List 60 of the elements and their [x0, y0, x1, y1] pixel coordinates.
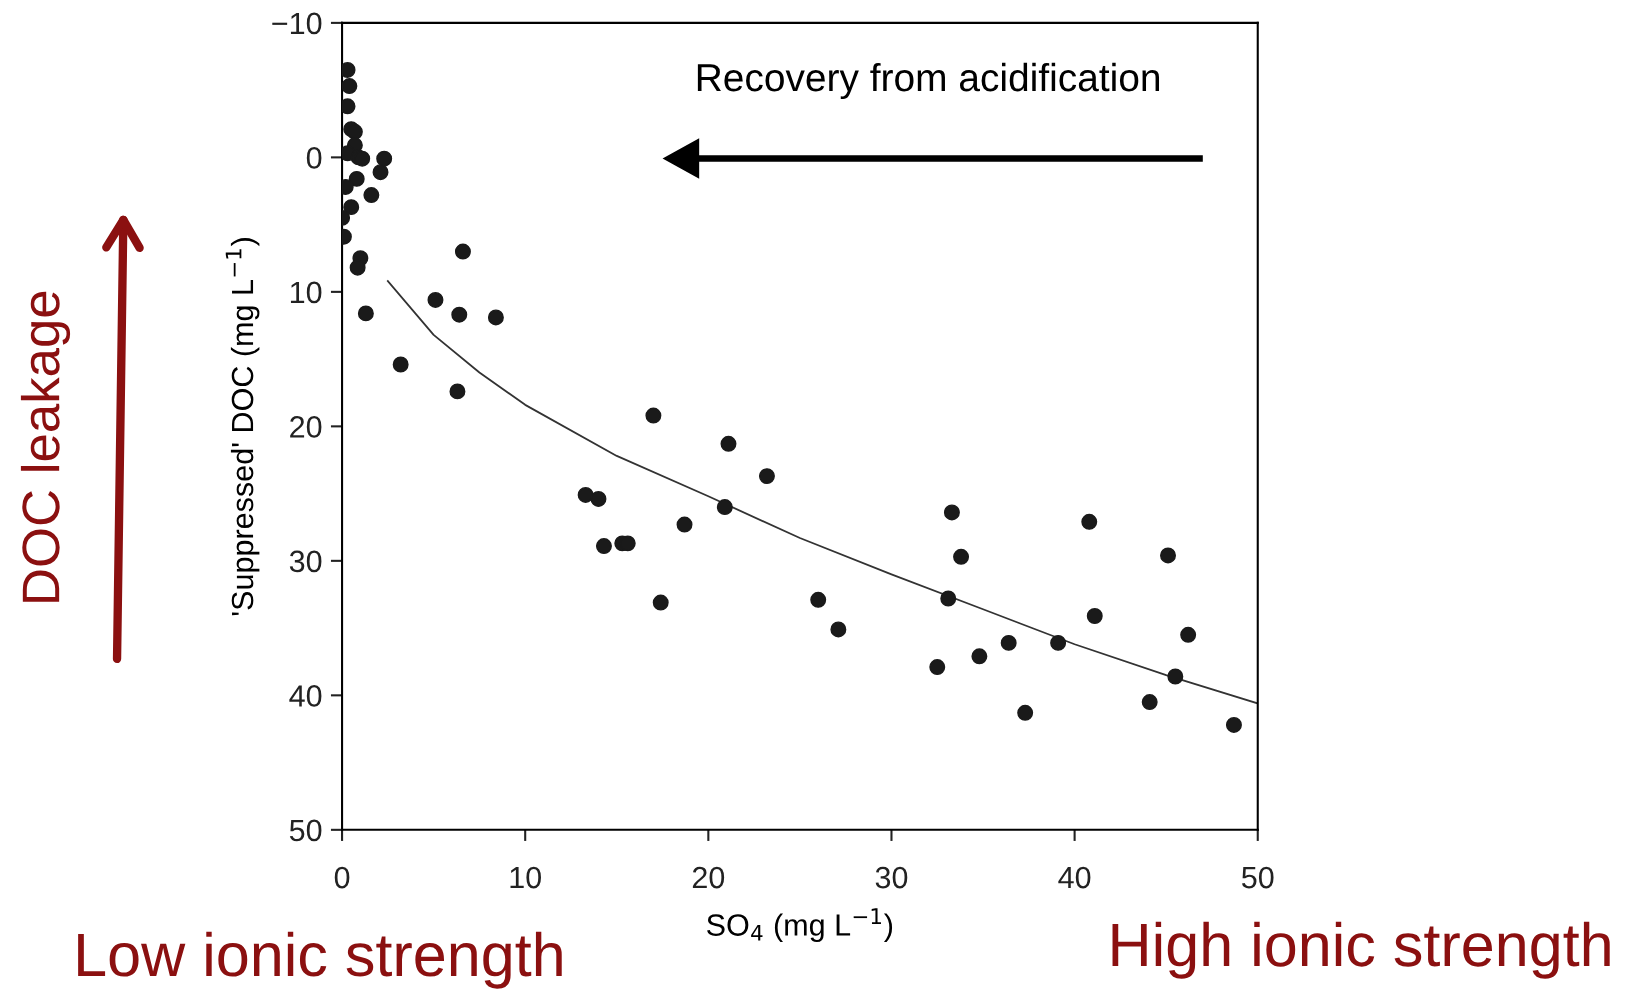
point: [1141, 694, 1158, 711]
x-tick-label: 20: [692, 866, 725, 889]
point: [357, 305, 374, 322]
point: [595, 538, 612, 555]
y-tick-label: 0: [306, 147, 322, 169]
point: [953, 548, 970, 565]
point: [1160, 547, 1176, 564]
point: [810, 591, 827, 608]
point: [376, 150, 393, 167]
text: Low ionic strength: [78, 931, 562, 989]
x-tick-label: 40: [1058, 866, 1091, 889]
point: [652, 594, 669, 611]
line-series: [386, 280, 1258, 705]
point: [348, 170, 365, 187]
y-axis-title: 'Suppressed' DOC (mg L$^{−1}$): [225, 238, 260, 616]
point: [720, 435, 737, 452]
point: [1180, 626, 1197, 643]
point: [449, 383, 466, 400]
point: [645, 407, 662, 424]
point: [1225, 716, 1242, 733]
point: [1000, 634, 1017, 651]
text: DOC leakage: [20, 291, 71, 602]
y-tick-label: 10: [290, 281, 322, 304]
point: [971, 648, 988, 665]
y-tick-label: 20: [290, 416, 322, 438]
x-tick-label: 10: [510, 866, 541, 889]
x-tick-label: 50: [1241, 866, 1274, 889]
point: [363, 187, 380, 204]
point: [577, 486, 594, 503]
point: [943, 504, 960, 521]
point: [929, 659, 946, 676]
point: [1081, 513, 1098, 530]
x-tick-label: 30: [875, 866, 908, 889]
x-axis-title: SO$_{4}$ (mg L$^{−1}$): [707, 908, 893, 942]
y-tick-label: −10: [272, 12, 322, 35]
annotation: Recovery from acidification: [697, 62, 1160, 100]
text: High ionic strength: [1112, 921, 1610, 979]
point: [427, 291, 444, 308]
point: [342, 78, 358, 95]
x-tick-label: 0: [334, 866, 350, 889]
point: [1050, 634, 1067, 651]
y-tick-label: 30: [289, 550, 322, 573]
point: [392, 356, 409, 373]
point: [1167, 668, 1184, 685]
point: [343, 199, 360, 216]
point: [716, 499, 733, 516]
point: [590, 491, 607, 507]
point: [372, 164, 389, 181]
point: [1086, 608, 1103, 624]
point: [1017, 704, 1034, 721]
y-tick-label: 40: [289, 685, 322, 707]
point: [940, 590, 957, 607]
point: [451, 306, 468, 323]
point: [454, 243, 471, 260]
point: [758, 468, 775, 485]
point: [676, 516, 693, 533]
point: [830, 621, 847, 638]
point: [349, 259, 366, 276]
y-tick-label: 50: [289, 819, 322, 842]
point: [487, 309, 504, 326]
